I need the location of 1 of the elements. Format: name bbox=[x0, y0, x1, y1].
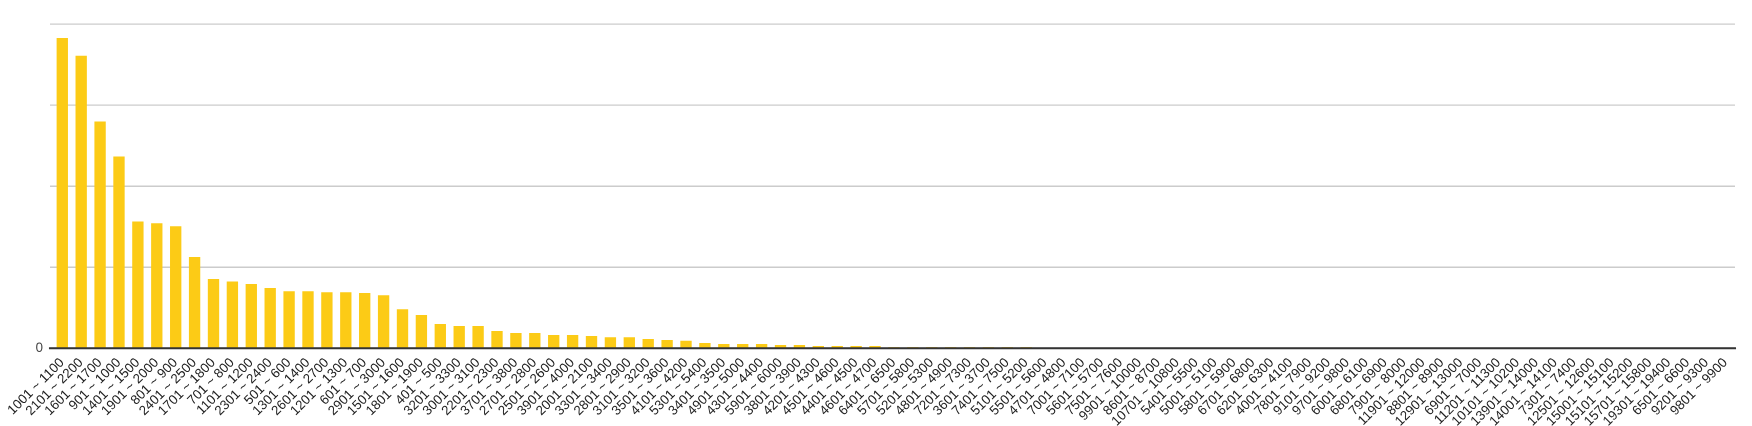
text: 0 bbox=[36, 342, 43, 352]
